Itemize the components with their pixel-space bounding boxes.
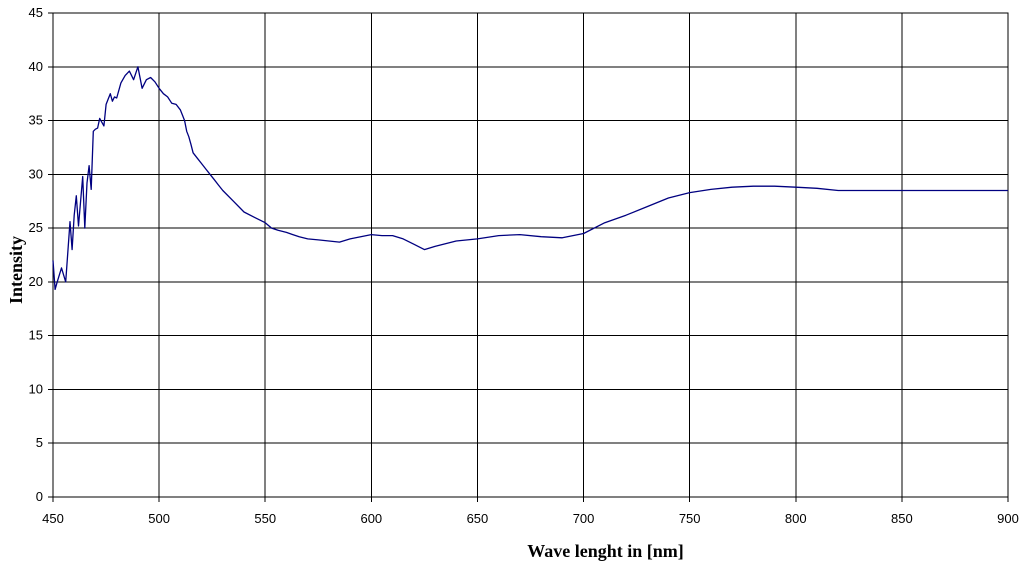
x-axis-title: Wave lenght in [nm] bbox=[527, 541, 684, 561]
x-tick-label: 450 bbox=[42, 511, 64, 526]
x-tick-label: 800 bbox=[785, 511, 807, 526]
y-tick-label: 30 bbox=[29, 166, 43, 181]
x-tick-label: 600 bbox=[360, 511, 382, 526]
x-tick-label: 550 bbox=[254, 511, 276, 526]
y-tick-label: 45 bbox=[29, 5, 43, 20]
x-tick-label: 700 bbox=[573, 511, 595, 526]
x-tick-label: 750 bbox=[679, 511, 701, 526]
y-tick-label: 40 bbox=[29, 59, 43, 74]
y-tick-label: 5 bbox=[36, 435, 43, 450]
y-tick-label: 20 bbox=[29, 274, 43, 289]
x-tick-label: 900 bbox=[997, 511, 1019, 526]
x-tick-label: 650 bbox=[467, 511, 489, 526]
y-tick-label: 25 bbox=[29, 220, 43, 235]
y-tick-label: 35 bbox=[29, 113, 43, 128]
y-tick-label: 10 bbox=[29, 381, 43, 396]
y-tick-label: 0 bbox=[36, 489, 43, 504]
x-tick-label: 850 bbox=[891, 511, 913, 526]
y-axis-title: Intensity bbox=[6, 236, 26, 304]
x-tick-label: 500 bbox=[148, 511, 170, 526]
y-tick-label: 15 bbox=[29, 328, 43, 343]
series-line bbox=[52, 66, 1008, 291]
plot-area-frame bbox=[52, 12, 1009, 498]
